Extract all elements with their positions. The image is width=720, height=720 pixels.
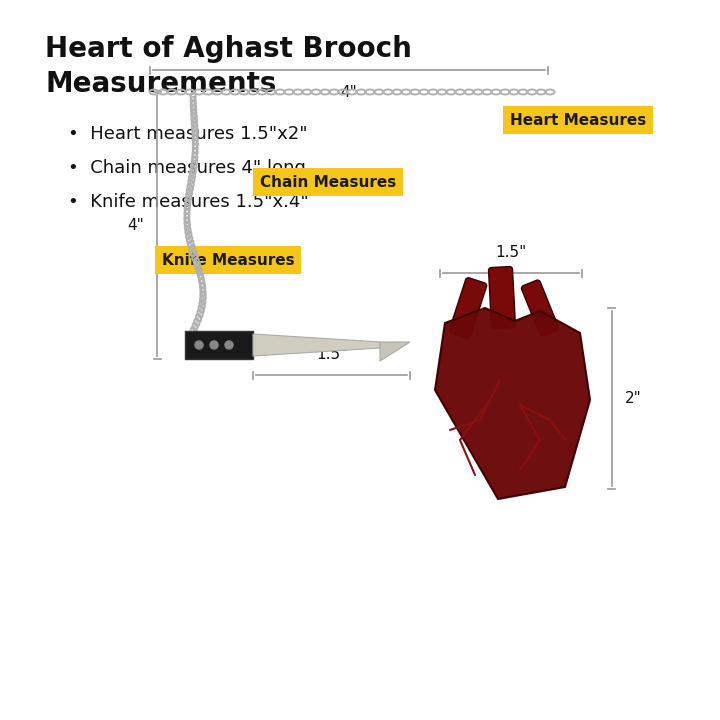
Text: 4": 4" — [127, 218, 144, 233]
Text: •  Chain measures 4" long: • Chain measures 4" long — [68, 159, 306, 177]
Text: •  Heart measures 1.5"x2": • Heart measures 1.5"x2" — [68, 125, 307, 143]
Text: 4": 4" — [341, 85, 357, 100]
Text: Heart of Aghast Brooch
Measurements: Heart of Aghast Brooch Measurements — [45, 35, 412, 98]
FancyBboxPatch shape — [449, 278, 487, 338]
Polygon shape — [435, 308, 590, 499]
Circle shape — [195, 341, 203, 349]
FancyBboxPatch shape — [521, 280, 559, 336]
Circle shape — [225, 341, 233, 349]
Text: 1.5": 1.5" — [316, 347, 347, 362]
Text: 1.5": 1.5" — [495, 245, 526, 260]
FancyBboxPatch shape — [489, 266, 516, 328]
Polygon shape — [253, 334, 380, 356]
Circle shape — [210, 341, 218, 349]
Text: •  Knife measures 1.5"x.4": • Knife measures 1.5"x.4" — [68, 193, 309, 211]
Text: Heart Measures: Heart Measures — [510, 112, 646, 127]
Polygon shape — [380, 342, 410, 361]
Text: Chain Measures: Chain Measures — [260, 174, 396, 189]
Text: Knife Measures: Knife Measures — [162, 253, 294, 268]
Text: 2": 2" — [625, 391, 642, 406]
Bar — [185, 331, 253, 359]
